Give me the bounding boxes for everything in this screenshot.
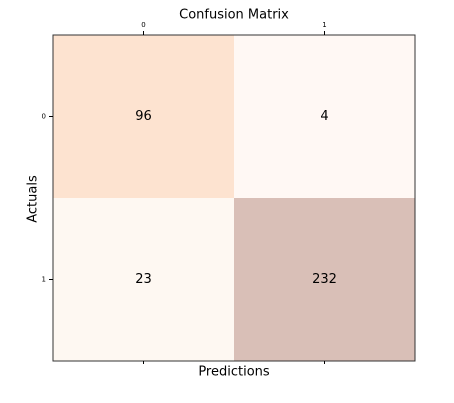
chart-title: Confusion Matrix [179, 8, 289, 23]
y-axis-label: Actuals [26, 175, 41, 223]
heatmap-cell [53, 35, 234, 198]
cell-label: 96 [135, 109, 152, 124]
y-tick-label: 1 [42, 276, 46, 284]
x-tick-label: 1 [322, 21, 326, 29]
x-tick-label: 0 [141, 21, 145, 29]
cell-label: 232 [312, 272, 337, 287]
plot-frame [52, 34, 416, 362]
heatmap-cell [234, 198, 415, 361]
heatmap-cell [53, 198, 234, 361]
x-axis-label: Predictions [198, 365, 270, 380]
heatmap-cell [234, 35, 415, 198]
y-tick-label: 0 [42, 113, 46, 121]
cell-label: 23 [135, 272, 152, 287]
cell-label: 4 [320, 109, 328, 124]
